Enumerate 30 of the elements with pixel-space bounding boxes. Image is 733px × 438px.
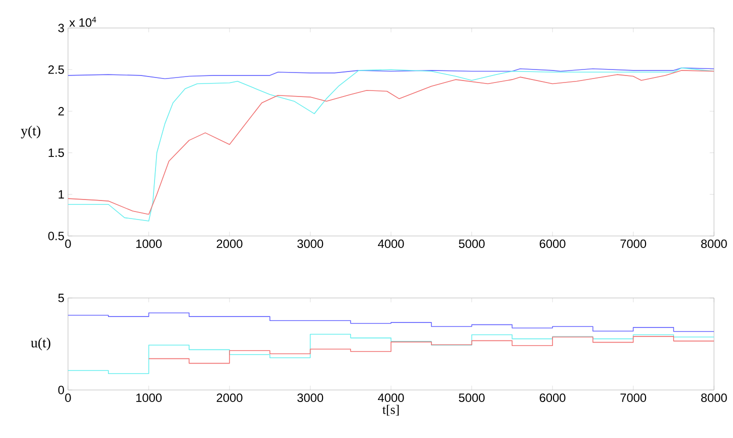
x-tick-label: 0 [65, 240, 71, 248]
y-tick-label: 2 [58, 107, 64, 116]
y-tick-label: 1.5 [48, 148, 64, 157]
x-tick-label: 2000 [216, 394, 242, 402]
y-tick-label: 0.5 [48, 232, 64, 240]
y-axis-title: y(t) [20, 126, 40, 138]
y-tick-label: 0 [58, 386, 64, 394]
y-axis-title: u(t) [30, 338, 50, 350]
text: x 10$^{4}$ [69, 16, 96, 27]
x-tick-label: 3000 [297, 240, 324, 248]
x-tick-label: 2000 [216, 240, 242, 248]
x-tick-label: 1000 [136, 394, 162, 402]
x-tick-label: 4000 [378, 394, 404, 402]
x-tick-label: 0 [65, 394, 71, 402]
y-tick-label: 2.5 [48, 65, 64, 74]
x-tick-label: 4000 [378, 240, 404, 248]
x-tick-label: 6000 [540, 240, 566, 248]
x-tick-label: 8000 [701, 394, 727, 402]
x-tick-label: 3000 [297, 394, 324, 402]
x-tick-label: 5000 [458, 394, 485, 402]
x-tick-label: 8000 [701, 240, 727, 248]
x-axis-title: t[s] [382, 404, 399, 416]
y-tick-label: 1 [58, 190, 64, 199]
x-tick-label: 7000 [620, 240, 646, 248]
x-tick-label: 5000 [458, 240, 485, 248]
x-tick-label: 1000 [136, 240, 162, 248]
y-tick-label: 3 [58, 24, 64, 32]
x-tick-label: 6000 [540, 394, 566, 402]
y-tick-label: 5 [58, 294, 64, 302]
x-tick-label: 7000 [620, 394, 646, 402]
